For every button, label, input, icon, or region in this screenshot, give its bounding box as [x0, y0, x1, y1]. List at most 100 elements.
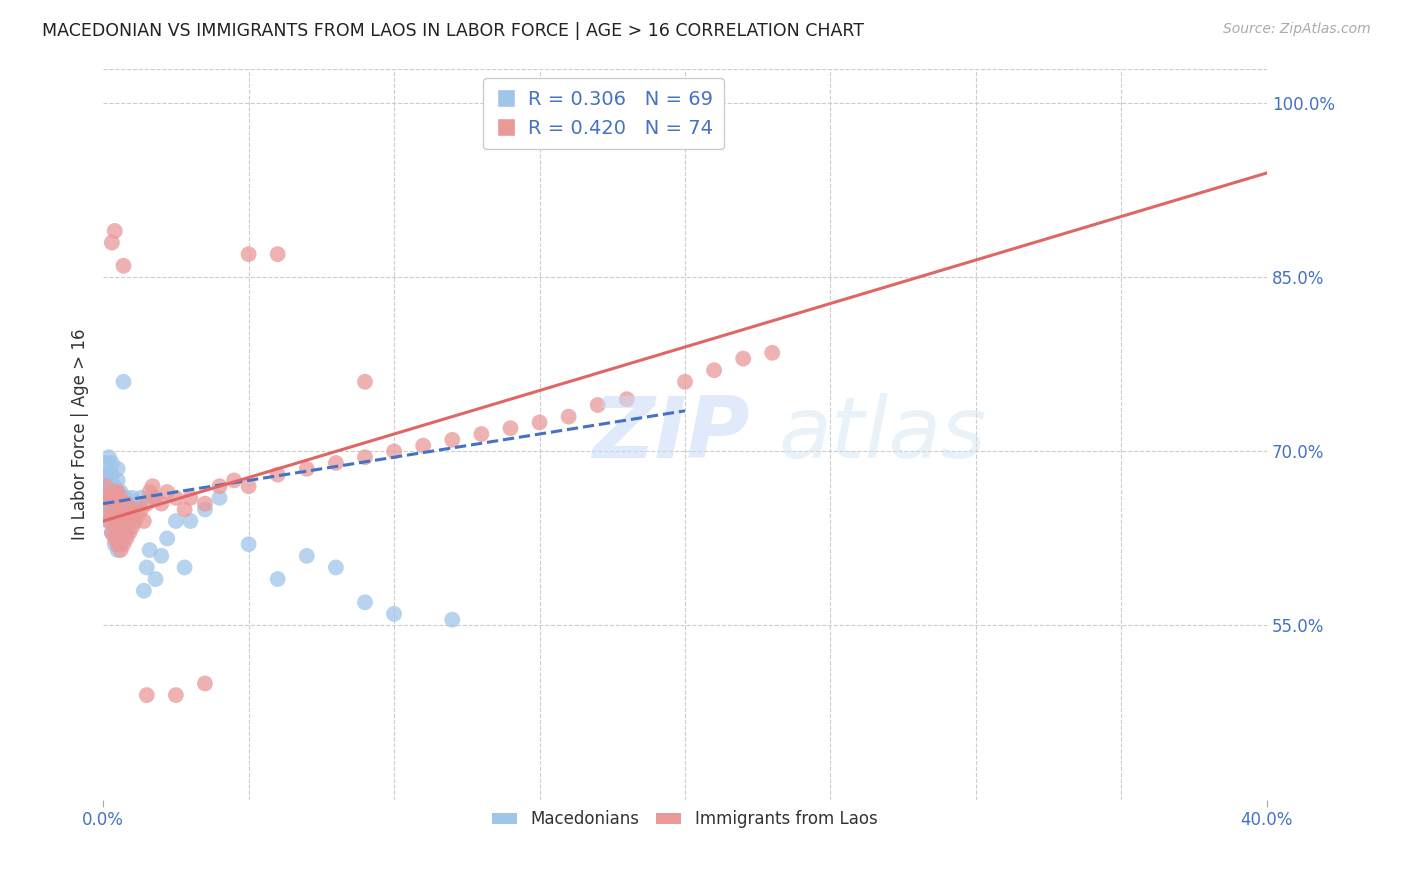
Point — [101, 508, 124, 523]
Point — [107, 462, 129, 476]
Point — [194, 497, 217, 511]
Point — [129, 491, 152, 505]
Point — [761, 346, 783, 360]
Point — [165, 688, 187, 702]
Point — [179, 514, 201, 528]
Point — [354, 450, 377, 465]
Point — [110, 525, 132, 540]
Point — [129, 502, 152, 516]
Point — [104, 491, 127, 505]
Point — [194, 676, 217, 690]
Point — [107, 497, 129, 511]
Point — [145, 491, 167, 505]
Point — [104, 514, 127, 528]
Point — [267, 572, 290, 586]
Point — [121, 502, 143, 516]
Point — [132, 514, 155, 528]
Point — [104, 532, 127, 546]
Point — [104, 479, 127, 493]
Point — [110, 508, 132, 523]
Point — [107, 520, 129, 534]
Point — [173, 560, 195, 574]
Point — [94, 491, 117, 505]
Point — [142, 479, 165, 493]
Point — [382, 607, 405, 621]
Point — [118, 514, 141, 528]
Point — [112, 375, 135, 389]
Legend: Macedonians, Immigrants from Laos: Macedonians, Immigrants from Laos — [486, 804, 884, 835]
Point — [101, 479, 124, 493]
Point — [107, 485, 129, 500]
Point — [173, 502, 195, 516]
Point — [194, 502, 217, 516]
Point — [107, 485, 129, 500]
Point — [208, 479, 231, 493]
Point — [112, 502, 135, 516]
Point — [112, 537, 135, 551]
Point — [325, 456, 347, 470]
Point — [104, 514, 127, 528]
Point — [118, 525, 141, 540]
Point — [110, 491, 132, 505]
Point — [150, 497, 173, 511]
Point — [238, 479, 260, 493]
Point — [101, 525, 124, 540]
Point — [138, 543, 160, 558]
Point — [115, 508, 138, 523]
Point — [441, 613, 464, 627]
Point — [112, 532, 135, 546]
Point — [97, 450, 120, 465]
Point — [121, 508, 143, 523]
Point — [101, 235, 124, 250]
Point — [97, 514, 120, 528]
Point — [94, 479, 117, 493]
Point — [97, 467, 120, 482]
Point — [557, 409, 579, 424]
Point — [110, 537, 132, 551]
Point — [238, 247, 260, 261]
Point — [135, 688, 157, 702]
Point — [97, 502, 120, 516]
Point — [325, 560, 347, 574]
Point — [110, 485, 132, 500]
Point — [97, 502, 120, 516]
Point — [135, 560, 157, 574]
Point — [97, 479, 120, 493]
Point — [112, 502, 135, 516]
Point — [156, 485, 179, 500]
Point — [118, 508, 141, 523]
Point — [703, 363, 725, 377]
Point — [101, 502, 124, 516]
Point — [115, 514, 138, 528]
Point — [156, 532, 179, 546]
Point — [222, 474, 245, 488]
Point — [112, 259, 135, 273]
Point — [127, 497, 149, 511]
Point — [132, 583, 155, 598]
Point — [354, 595, 377, 609]
Point — [101, 491, 124, 505]
Point — [470, 427, 492, 442]
Point — [529, 416, 551, 430]
Point — [118, 497, 141, 511]
Point — [110, 508, 132, 523]
Point — [673, 375, 696, 389]
Point — [733, 351, 755, 366]
Point — [112, 520, 135, 534]
Point — [107, 474, 129, 488]
Point — [142, 491, 165, 505]
Point — [295, 549, 318, 563]
Point — [124, 502, 146, 516]
Text: atlas: atlas — [778, 392, 986, 475]
Point — [127, 508, 149, 523]
Point — [104, 525, 127, 540]
Point — [165, 514, 187, 528]
Point — [110, 497, 132, 511]
Point — [107, 502, 129, 516]
Point — [412, 439, 434, 453]
Point — [94, 467, 117, 482]
Point — [104, 537, 127, 551]
Point — [238, 537, 260, 551]
Point — [97, 514, 120, 528]
Point — [586, 398, 609, 412]
